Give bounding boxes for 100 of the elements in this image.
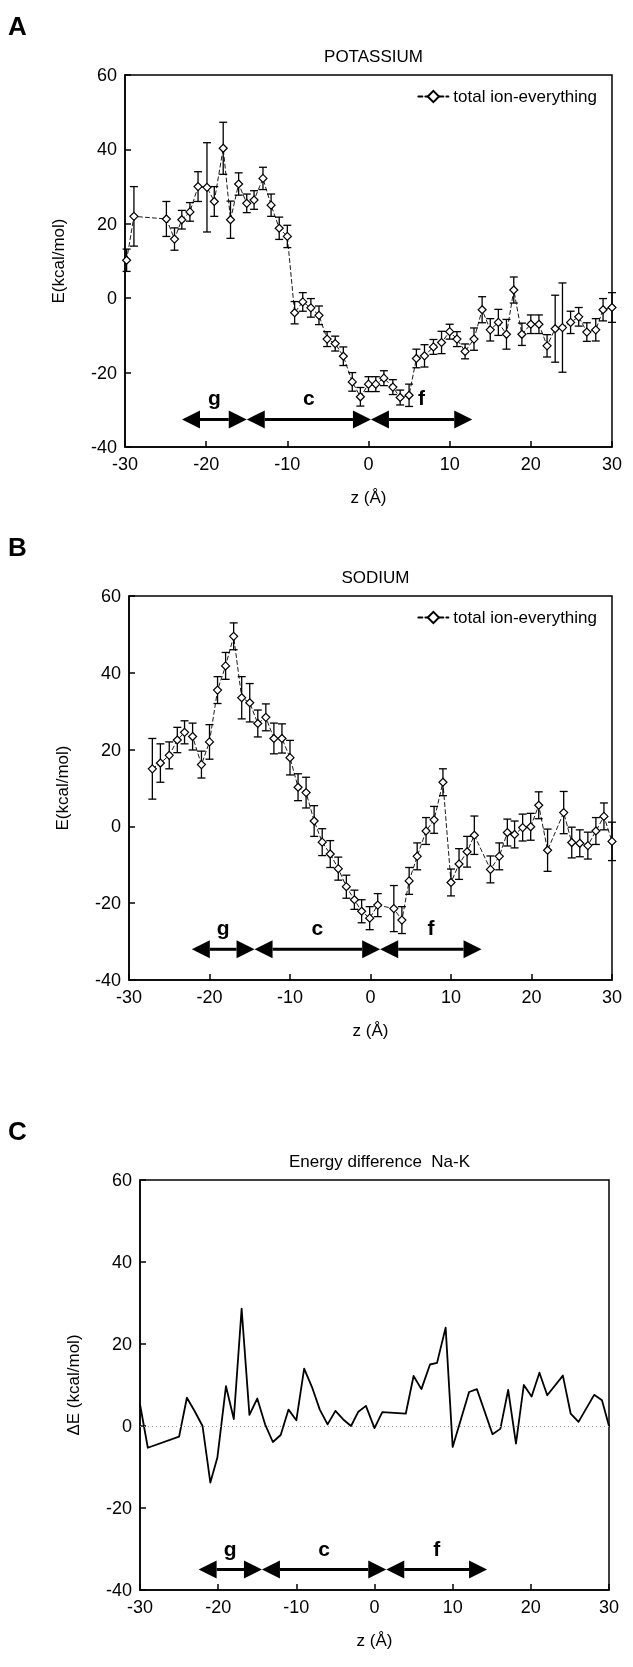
point — [397, 915, 407, 925]
point — [559, 807, 569, 818]
y-tick-label: 20 — [96, 213, 117, 234]
point — [177, 215, 187, 225]
point — [242, 198, 252, 208]
point — [187, 731, 198, 742]
point — [446, 877, 456, 888]
y-tick-label: 40 — [96, 139, 117, 160]
annotation: f — [433, 1536, 442, 1560]
x-tick-label: 20 — [521, 987, 542, 1007]
point — [169, 234, 180, 244]
point — [309, 816, 319, 826]
legend-label: total ion-everything — [453, 608, 597, 627]
point — [388, 382, 398, 392]
x-axis-title: z (Å) — [352, 1021, 389, 1040]
point — [477, 305, 487, 315]
point — [204, 737, 215, 747]
point — [542, 341, 552, 351]
point — [599, 811, 609, 822]
legend-label: total ion-everything — [453, 87, 597, 106]
point — [357, 906, 367, 916]
point — [229, 631, 239, 641]
point — [607, 836, 617, 846]
x-tick-label: -20 — [205, 1597, 232, 1617]
point — [469, 334, 479, 344]
y-tick-label: -40 — [94, 970, 121, 990]
point — [322, 334, 332, 344]
point — [517, 329, 527, 339]
point — [225, 215, 236, 225]
point — [155, 758, 165, 768]
x-tick-label: 0 — [363, 454, 374, 474]
point — [404, 390, 414, 400]
x-tick-label: 20 — [520, 1597, 541, 1617]
point — [285, 753, 295, 763]
annotation: c — [318, 1536, 331, 1560]
chart-title: Energy difference Na-K — [288, 1152, 471, 1171]
point — [277, 733, 287, 744]
point — [365, 913, 375, 923]
point — [379, 373, 389, 383]
y-tick-label: 60 — [111, 1170, 132, 1190]
x-tick-label: 10 — [442, 1597, 463, 1617]
point — [534, 800, 544, 810]
x-tick-label: -10 — [274, 454, 301, 474]
x-tick-label: 30 — [601, 454, 622, 474]
point — [412, 851, 422, 861]
point — [122, 255, 132, 265]
point — [494, 851, 504, 861]
point — [202, 182, 212, 192]
x-tick-label: -20 — [196, 987, 223, 1007]
point — [333, 864, 343, 874]
annotation: c — [303, 386, 315, 410]
point — [502, 827, 512, 838]
x-tick-label: -10 — [283, 1597, 310, 1617]
y-tick-label: 0 — [106, 288, 117, 309]
point — [452, 334, 462, 344]
point — [485, 864, 496, 875]
point — [338, 351, 348, 361]
y-tick-label: -20 — [90, 362, 117, 383]
x-tick-label: 0 — [369, 1597, 380, 1617]
chart-title: SODIUM — [341, 568, 410, 587]
point — [221, 661, 231, 671]
x-tick-label: -30 — [111, 454, 139, 474]
point — [411, 353, 421, 364]
x-tick-label: -10 — [276, 987, 303, 1007]
point — [567, 837, 577, 848]
point — [258, 173, 268, 184]
point — [193, 182, 203, 192]
point — [583, 841, 593, 851]
y-tick-label: 60 — [100, 586, 121, 606]
y-tick-label: 0 — [121, 1416, 132, 1436]
point — [445, 327, 455, 337]
point — [526, 319, 536, 329]
point — [389, 903, 399, 914]
point — [485, 325, 495, 335]
point — [282, 231, 292, 242]
point — [574, 312, 584, 322]
point — [509, 285, 519, 295]
x-tick-label: -30 — [126, 1597, 154, 1617]
point — [325, 849, 335, 859]
point — [347, 377, 357, 387]
point — [293, 782, 303, 792]
point — [341, 882, 351, 892]
point — [196, 759, 207, 770]
point — [429, 815, 439, 825]
point — [209, 196, 219, 207]
point — [253, 718, 263, 729]
x-tick-label: 0 — [365, 987, 376, 1007]
annotation: g — [223, 1536, 237, 1560]
point — [469, 830, 479, 840]
point — [245, 698, 255, 708]
y-tick-label: -40 — [90, 437, 117, 457]
y-tick-label: -20 — [105, 1498, 132, 1518]
point — [542, 845, 553, 855]
point — [607, 302, 617, 313]
point — [373, 900, 383, 910]
text: B — [8, 532, 27, 562]
y-tick-label: 20 — [100, 739, 121, 760]
annotation: c — [311, 916, 324, 940]
point — [269, 733, 279, 744]
point — [518, 822, 528, 833]
